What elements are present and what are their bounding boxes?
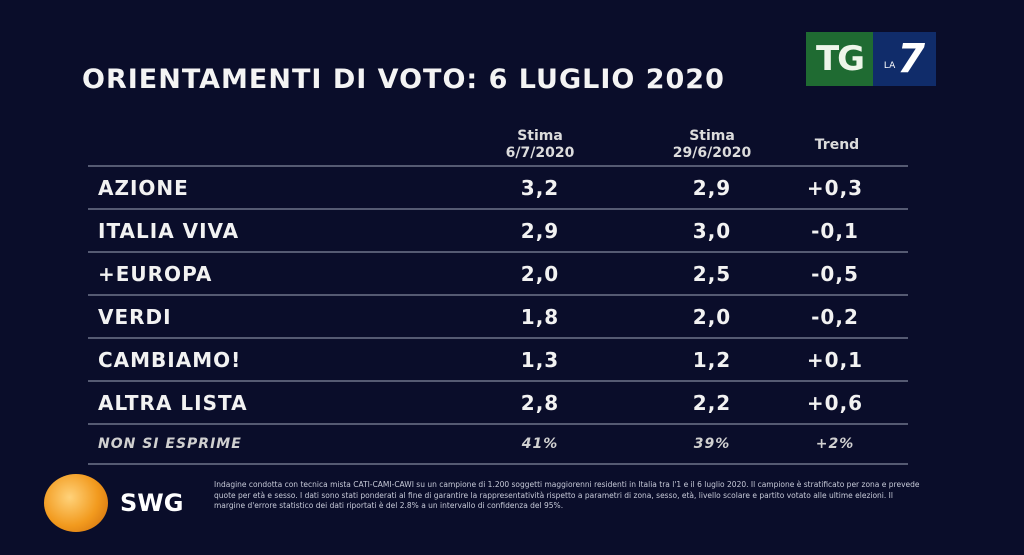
party-name: ITALIA VIVA (98, 218, 240, 243)
party-name: +EUROPA (98, 261, 213, 286)
poll-table: AZIONE 3,2 2,9 +0,3 ITALIA VIVA 2,9 3,0 -0,1 +EU… (88, 165, 908, 465)
trend-value: -0,1 (811, 218, 859, 243)
stima-current: 41% (521, 436, 559, 452)
table-row: CAMBIAMO! 1,3 1,2 +0,1 (88, 337, 908, 380)
stima-current: 2,0 (520, 261, 560, 286)
stima-current: 1,3 (520, 347, 560, 372)
table-row: ITALIA VIVA 2,9 3,0 -0,1 (88, 208, 908, 251)
trend-value: +0,1 (806, 347, 864, 372)
stima-previous: 2,2 (692, 390, 732, 415)
trend-value: +2% (815, 436, 855, 452)
table-row: AZIONE 3,2 2,9 +0,3 (88, 165, 908, 208)
column-header-stima-previous: Stima 29/6/2020 (672, 128, 752, 161)
stima-previous: 3,0 (692, 218, 732, 243)
page-title: ORIENTAMENTI DI VOTO: 6 LUGLIO 2020 (82, 64, 725, 95)
party-name: NON SI ESPRIME (98, 436, 242, 452)
column-header-stima-current: Stima 6/7/2020 (505, 128, 575, 161)
stima-current: 3,2 (520, 175, 560, 200)
table-row: ALTRA LISTA 2,8 2,2 +0,6 (88, 380, 908, 423)
stima-current: 2,8 (520, 390, 560, 415)
stima-previous: 2,9 (692, 175, 732, 200)
stima-previous: 1,2 (692, 347, 732, 372)
party-name: CAMBIAMO! (98, 347, 242, 372)
trend-value: +0,6 (806, 390, 864, 415)
trend-value: -0,2 (811, 304, 859, 329)
stima-previous: 39% (693, 436, 731, 452)
trend-value: +0,3 (806, 175, 864, 200)
tgla7-logo: TG LA 7 (806, 32, 936, 86)
table-row: +EUROPA 2,0 2,5 -0,5 (88, 251, 908, 294)
party-name: ALTRA LISTA (98, 390, 248, 415)
party-name: AZIONE (98, 175, 189, 200)
table-row: NON SI ESPRIME 41% 39% +2% (88, 423, 908, 465)
trend-value: -0,5 (811, 261, 859, 286)
stima-current: 1,8 (520, 304, 560, 329)
stima-previous: 2,0 (692, 304, 732, 329)
stima-previous: 2,5 (692, 261, 732, 286)
stima-current: 2,9 (520, 218, 560, 243)
swg-logo: SWG (44, 474, 183, 532)
globe-icon (44, 474, 108, 532)
methodology-footnote: Indagine condotta con tecnica mista CATI… (214, 480, 920, 510)
party-name: VERDI (98, 304, 172, 329)
table-row: VERDI 1,8 2,0 -0,2 (88, 294, 908, 337)
column-header-trend: Trend (814, 137, 860, 153)
